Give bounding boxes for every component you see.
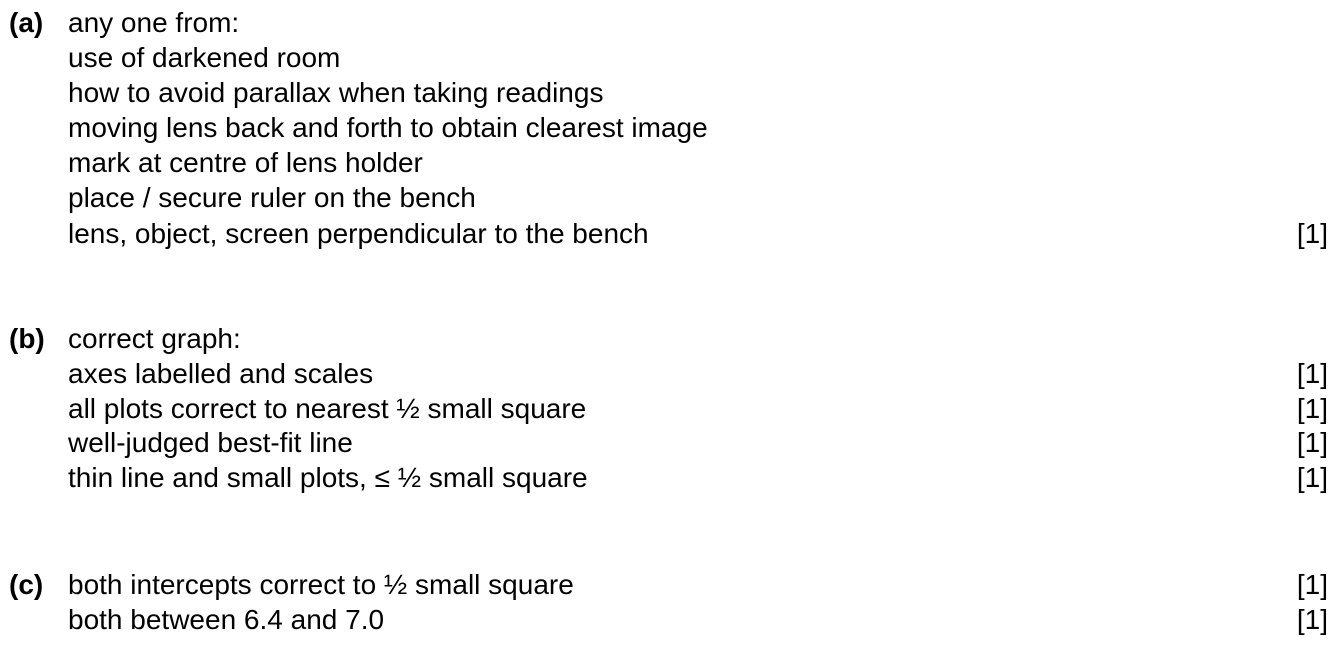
section-b-line-5: thin line and small plots, ≤ ½ small squ…: [0, 460, 1344, 495]
section-c-text-1: both intercepts correct to ½ small squar…: [68, 569, 574, 600]
section-a-line-3: how to avoid parallax when taking readin…: [0, 75, 1344, 110]
section-a-text-5: mark at centre of lens holder: [68, 147, 423, 178]
section-b-text-5: thin line and small plots, ≤ ½ small squ…: [68, 462, 588, 493]
section-c-mark-2: [1]: [1296, 604, 1328, 635]
section-a-text-3: how to avoid parallax when taking readin…: [68, 77, 604, 108]
section-c-label: (c): [9, 569, 44, 600]
section-a-line-6: place / secure ruler on the bench: [0, 180, 1344, 215]
section-b-line-3: all plots correct to nearest ½ small squ…: [0, 391, 1344, 426]
section-a-text-4: moving lens back and forth to obtain cle…: [68, 112, 708, 143]
section-b-mark-4: [1]: [1296, 427, 1328, 458]
section-a-text-6: place / secure ruler on the bench: [68, 182, 476, 213]
section-b-mark-5: [1]: [1296, 462, 1328, 493]
section-c-mark-1: [1]: [1296, 569, 1328, 600]
section-b-text-2: axes labelled and scales: [68, 358, 374, 389]
section-a-line-5: mark at centre of lens holder: [0, 145, 1344, 180]
section-c-line-1: (c) both intercepts correct to ½ small s…: [0, 567, 1344, 602]
section-a-text-7: lens, object, screen perpendicular to th…: [68, 218, 649, 249]
section-a-text-1: any one from:: [68, 7, 240, 38]
section-b-text-3: all plots correct to nearest ½ small squ…: [68, 393, 587, 424]
section-b-line-4: well-judged best-fit line [1]: [0, 425, 1344, 460]
section-a-line-2: use of darkened room: [0, 40, 1344, 75]
section-c-line-2: both between 6.4 and 7.0 [1]: [0, 602, 1344, 637]
section-b-text-4: well-judged best-fit line: [68, 427, 353, 458]
section-b-line-2: axes labelled and scales [1]: [0, 356, 1344, 391]
section-a-line-7: lens, object, screen perpendicular to th…: [0, 216, 1344, 251]
section-a-mark-7: [1]: [1296, 218, 1328, 249]
section-b-line-1: (b) correct graph:: [0, 321, 1344, 356]
section-a-line-4: moving lens back and forth to obtain cle…: [0, 110, 1344, 145]
section-a-line-1: (a) any one from:: [0, 5, 1344, 40]
section-b-mark-2: [1]: [1296, 358, 1328, 389]
section-b-label: (b): [9, 323, 45, 354]
section-b-mark-3: [1]: [1296, 393, 1328, 424]
section-a-text-2: use of darkened room: [68, 42, 341, 73]
section-b-text-1: correct graph:: [68, 323, 241, 354]
section-c-text-2: both between 6.4 and 7.0: [68, 604, 385, 635]
section-a-label: (a): [9, 7, 44, 38]
